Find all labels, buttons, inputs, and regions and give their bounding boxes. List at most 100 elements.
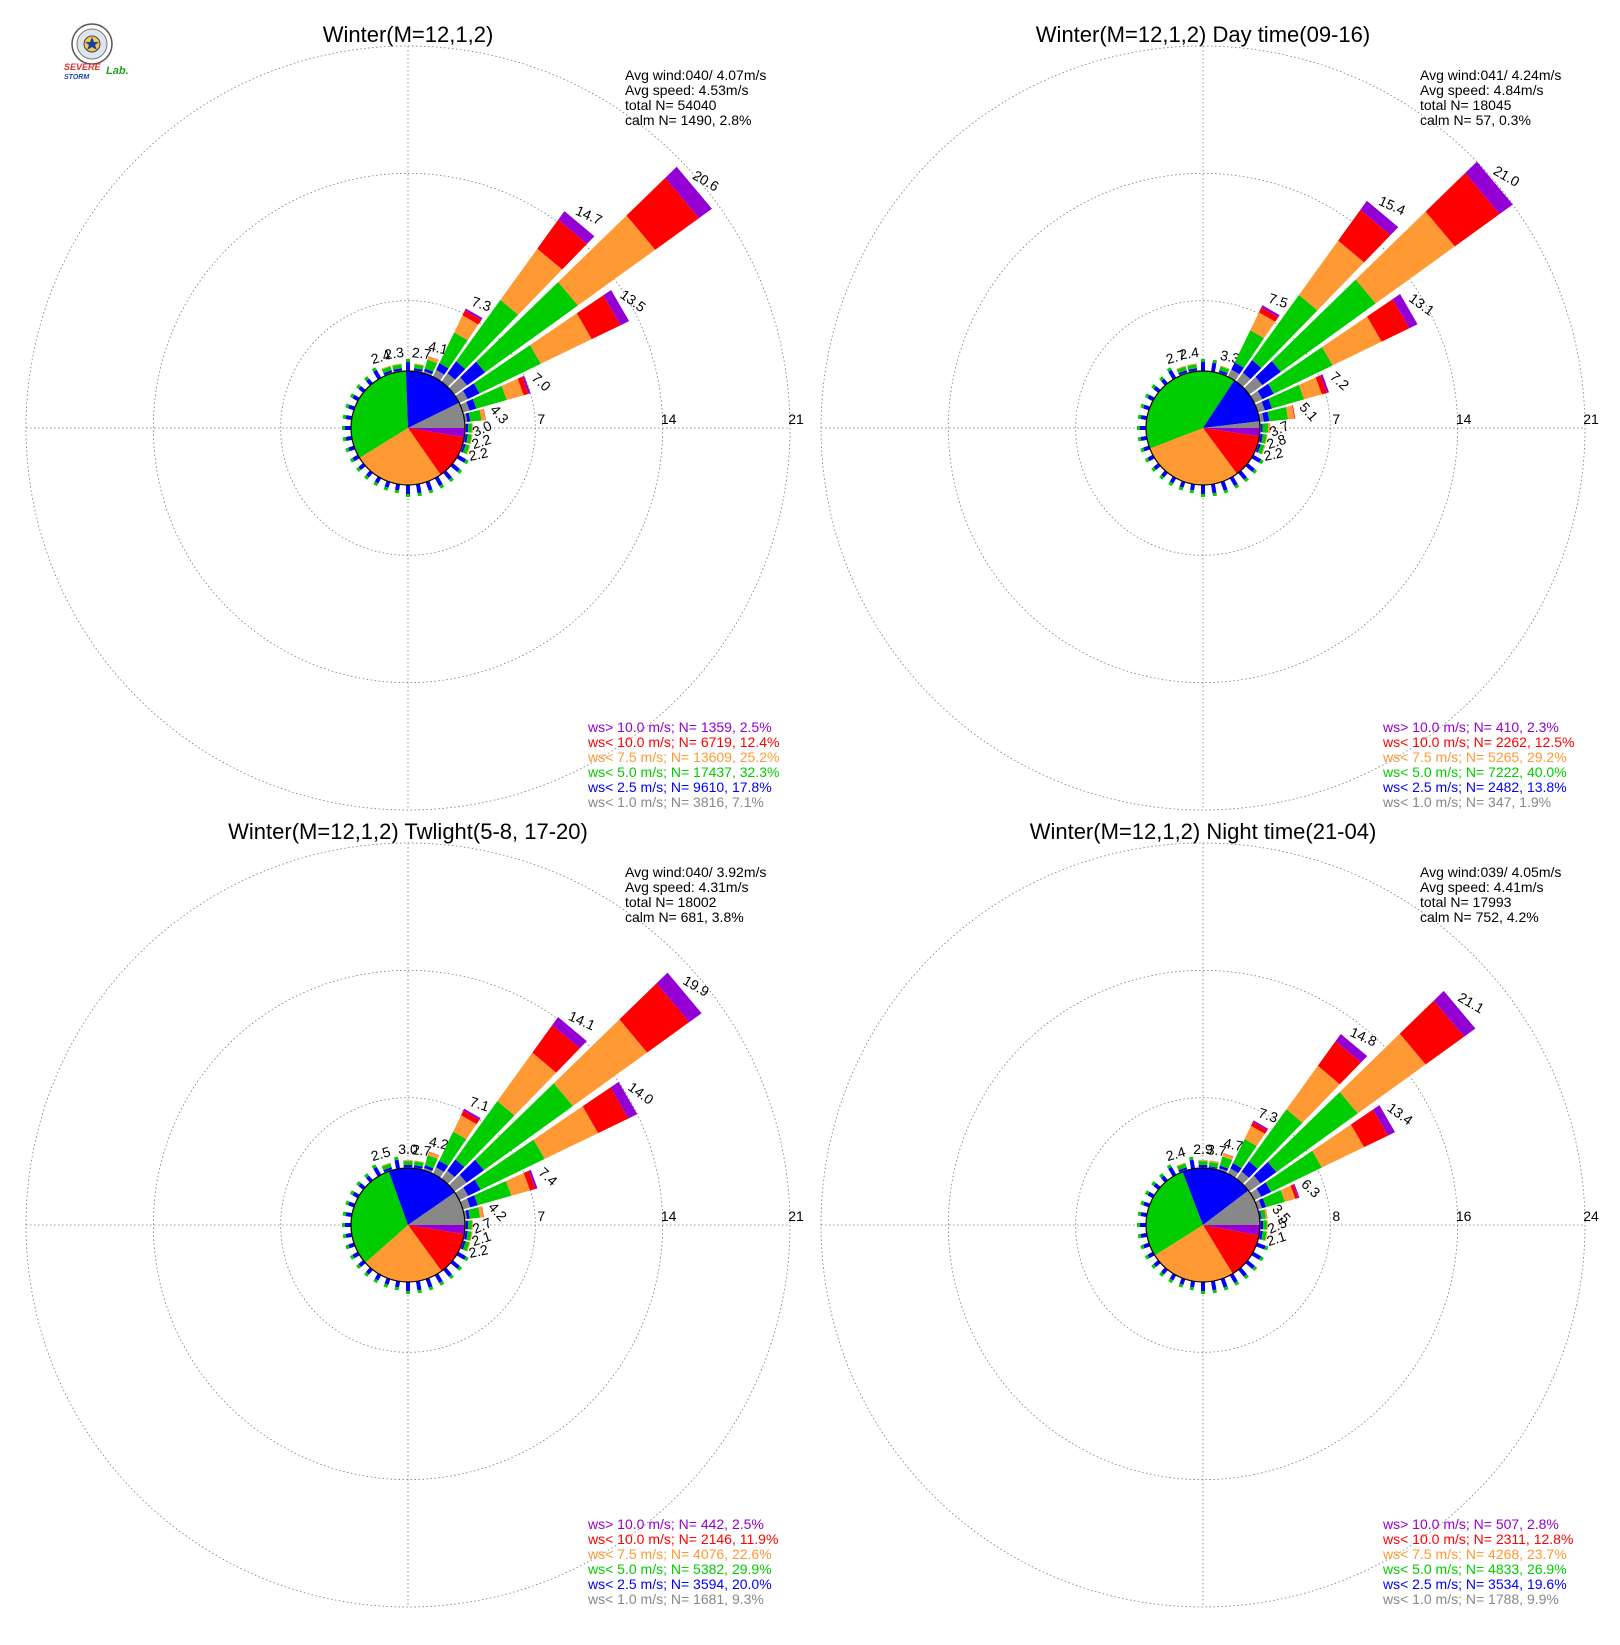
spoke-segment-lt5 — [403, 1161, 412, 1165]
spoke-fringe — [1170, 1168, 1175, 1176]
spoke-fringe — [1192, 484, 1193, 490]
spoke-fringe — [346, 1235, 352, 1236]
ring-label: 21 — [788, 1208, 804, 1224]
spoke-fringe — [1170, 1280, 1172, 1283]
spoke-fringe — [1144, 447, 1150, 449]
spoke-fringe — [1192, 490, 1193, 493]
spoke-fringe — [1192, 1160, 1194, 1169]
spoke-fringe — [418, 1281, 420, 1290]
ring-label: 21 — [1583, 411, 1599, 427]
spoke-fringe — [360, 465, 365, 469]
stat-line: Avg speed: 4.31m/s — [625, 879, 748, 895]
spoke-fringe — [1214, 360, 1215, 363]
spoke-fringe — [357, 1265, 359, 1267]
spoke-value-label: 7.3 — [470, 293, 494, 314]
speed-pie — [351, 371, 465, 485]
spoke-fringe — [1155, 1262, 1160, 1266]
legend-entry-gt10: ws> 10.0 m/s; N= 1359, 2.5% — [587, 719, 772, 735]
speed-pie — [1146, 371, 1260, 485]
spoke-fringe — [343, 417, 346, 418]
legend-entry-gt10: ws> 10.0 m/s; N= 442, 2.5% — [587, 1516, 764, 1532]
ring-label: 14 — [1456, 411, 1472, 427]
spoke-fringe — [349, 1203, 355, 1205]
spoke-fringe — [349, 1244, 355, 1246]
spoke-fringe — [351, 395, 354, 397]
spoke-fringe — [1146, 1192, 1149, 1194]
spoke-fringe — [418, 484, 420, 493]
spoke-fringe — [346, 438, 352, 439]
spoke-fringe — [1138, 417, 1141, 418]
spoke-segment-lt2_5 — [1199, 1165, 1208, 1167]
spoke-fringe — [346, 1202, 349, 1203]
spoke-bar-0 — [403, 1160, 413, 1168]
speed-pie — [1146, 1168, 1260, 1282]
stat-line: calm N= 1490, 2.8% — [625, 112, 751, 128]
spoke-bar-50 — [449, 973, 702, 1192]
spoke-fringe — [385, 487, 386, 490]
spoke-fringe — [366, 1273, 368, 1275]
ring-label: 7 — [1332, 411, 1340, 427]
spoke-fringe — [1254, 1267, 1256, 1269]
spoke-value-label: 2.4 — [1178, 344, 1200, 363]
spoke-fringe — [1222, 1279, 1225, 1287]
spoke-value-label: 7.2 — [1327, 368, 1352, 393]
spoke-fringe — [1144, 1244, 1150, 1246]
legend-entry-lt1: ws< 1.0 m/s; N= 3816, 7.1% — [587, 794, 764, 810]
spoke-fringe — [1141, 1202, 1144, 1203]
spoke-value-label: 7.4 — [536, 1164, 561, 1189]
stat-line: Avg wind:041/ 4.24m/s — [1420, 67, 1561, 83]
spoke-fringe — [437, 1274, 442, 1282]
spoke-fringe — [1245, 1276, 1247, 1278]
spoke-fringe — [1236, 1282, 1238, 1285]
panel-title: Winter(M=12,1,2) Day time(09-16) — [1036, 22, 1370, 47]
legend-entry-lt5: ws< 5.0 m/s; N= 17437, 32.3% — [587, 764, 779, 780]
spoke-fringe — [366, 377, 368, 379]
stat-line: Avg wind:040/ 4.07m/s — [625, 67, 766, 83]
spoke-fringe — [353, 1254, 358, 1257]
spoke-fringe — [1163, 1177, 1167, 1182]
spoke-fringe — [353, 397, 358, 400]
legend-entry-lt10: ws< 10.0 m/s; N= 2146, 11.9% — [587, 1531, 778, 1547]
spoke-fringe — [457, 1254, 465, 1259]
legend-entry-lt1: ws< 1.0 m/s; N= 1681, 9.3% — [587, 1591, 764, 1607]
spoke-fringe — [351, 1257, 354, 1259]
spoke-fringe — [353, 1194, 358, 1197]
spoke-fringe — [1141, 1247, 1144, 1248]
spoke-fringe — [397, 484, 398, 490]
spoke-fringe — [1170, 483, 1172, 486]
spoke-bar-50 — [1244, 991, 1476, 1192]
legend-entry-lt7_5: ws< 7.5 m/s; N= 4268, 23.7% — [1382, 1546, 1567, 1562]
spoke-segment-lt5 — [1198, 1161, 1207, 1165]
spoke-fringe — [1214, 493, 1215, 496]
spoke-fringe — [375, 483, 377, 486]
spoke-value-label: 2.3 — [383, 344, 405, 363]
legend-entry-gt10: ws> 10.0 m/s; N= 410, 2.3% — [1382, 719, 1559, 735]
spoke-fringe — [1144, 1203, 1150, 1205]
spoke-fringe — [375, 371, 380, 379]
spoke-fringe — [1240, 472, 1246, 479]
spoke-fringe — [1172, 1274, 1175, 1279]
spoke-fringe — [368, 380, 372, 385]
spoke-fringe — [1226, 1287, 1227, 1290]
spoke-fringe — [397, 490, 398, 493]
legend-entry-lt7_5: ws< 7.5 m/s; N= 4076, 22.6% — [587, 1546, 772, 1562]
spoke-value-label: 4.3 — [487, 402, 512, 427]
spoke-fringe — [1169, 1165, 1171, 1168]
spoke-fringe — [343, 1214, 346, 1215]
spoke-segment-lt2_5 — [1261, 1221, 1263, 1230]
spoke-fringe — [360, 1262, 365, 1266]
legend-entry-lt5: ws< 5.0 m/s; N= 4833, 26.9% — [1382, 1561, 1567, 1577]
spoke-fringe — [397, 1281, 398, 1287]
spoke-fringe — [1172, 477, 1175, 482]
spoke-fringe — [1161, 1174, 1163, 1176]
legend-entry-lt2_5: ws< 2.5 m/s; N= 2482, 13.8% — [1382, 779, 1567, 795]
spoke-fringe — [368, 1269, 372, 1274]
spoke-fringe — [1155, 388, 1160, 392]
speed-pie — [351, 1168, 465, 1282]
ring-label: 7 — [537, 411, 545, 427]
ring-label: 24 — [1583, 1208, 1599, 1224]
spoke-fringe — [1163, 472, 1167, 477]
legend-entry-lt1: ws< 1.0 m/s; N= 1788, 9.9% — [1382, 1591, 1559, 1607]
spoke-segment-lt2_5 — [466, 424, 468, 433]
spoke-fringe — [346, 1247, 349, 1248]
